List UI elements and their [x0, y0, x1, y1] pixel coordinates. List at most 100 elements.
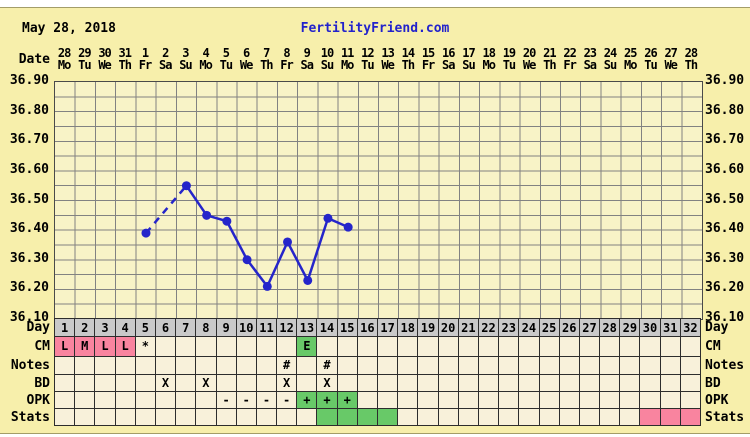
bd-cell[interactable] — [640, 375, 660, 391]
notes-cell[interactable] — [479, 357, 499, 374]
opk-cell[interactable] — [519, 392, 539, 408]
day-cell[interactable]: 4 — [116, 319, 136, 336]
bd-cell[interactable] — [479, 375, 499, 391]
day-cell[interactable]: 23 — [499, 319, 519, 336]
bd-cell[interactable]: X — [156, 375, 176, 391]
notes-cell[interactable] — [297, 357, 317, 374]
stats-cell[interactable] — [176, 409, 196, 425]
stats-cell[interactable] — [560, 409, 580, 425]
opk-cell[interactable] — [439, 392, 459, 408]
day-cell[interactable]: 1 — [55, 319, 75, 336]
notes-cell[interactable] — [378, 357, 398, 374]
notes-cell[interactable] — [519, 357, 539, 374]
notes-cell[interactable]: # — [277, 357, 297, 374]
stats-cell[interactable] — [317, 409, 337, 425]
bd-cell[interactable] — [136, 375, 156, 391]
opk-cell[interactable] — [156, 392, 176, 408]
day-cell[interactable]: 32 — [681, 319, 700, 336]
opk-cell[interactable]: + — [338, 392, 358, 408]
cm-cell[interactable] — [479, 337, 499, 356]
notes-cell[interactable] — [237, 357, 257, 374]
bd-cell[interactable]: X — [317, 375, 337, 391]
day-cell[interactable]: 27 — [580, 319, 600, 336]
stats-cell[interactable] — [661, 409, 681, 425]
bd-cell[interactable] — [418, 375, 438, 391]
stats-cell[interactable] — [217, 409, 237, 425]
notes-cell[interactable] — [418, 357, 438, 374]
opk-cell[interactable]: + — [297, 392, 317, 408]
bd-cell[interactable] — [75, 375, 95, 391]
opk-cell[interactable]: - — [277, 392, 297, 408]
temp-point[interactable] — [182, 181, 191, 190]
opk-cell[interactable] — [459, 392, 479, 408]
cm-cell[interactable] — [317, 337, 337, 356]
day-cell[interactable]: 17 — [378, 319, 398, 336]
bd-cell[interactable] — [116, 375, 136, 391]
bd-cell[interactable] — [439, 375, 459, 391]
stats-cell[interactable] — [378, 409, 398, 425]
cm-cell[interactable] — [398, 337, 418, 356]
cm-cell[interactable] — [640, 337, 660, 356]
cm-cell[interactable] — [600, 337, 620, 356]
stats-cell[interactable] — [156, 409, 176, 425]
stats-cell[interactable] — [620, 409, 640, 425]
stats-cell[interactable] — [418, 409, 438, 425]
cm-cell[interactable] — [338, 337, 358, 356]
bd-cell[interactable] — [338, 375, 358, 391]
notes-cell[interactable] — [681, 357, 700, 374]
cm-cell[interactable]: L — [95, 337, 115, 356]
day-cell[interactable]: 6 — [156, 319, 176, 336]
notes-cell[interactable] — [600, 357, 620, 374]
cm-cell[interactable] — [439, 337, 459, 356]
day-cell[interactable]: 29 — [620, 319, 640, 336]
stats-cell[interactable] — [75, 409, 95, 425]
cm-cell[interactable] — [156, 337, 176, 356]
cm-cell[interactable] — [257, 337, 277, 356]
stats-cell[interactable] — [277, 409, 297, 425]
notes-cell[interactable] — [620, 357, 640, 374]
stats-cell[interactable] — [338, 409, 358, 425]
bd-cell[interactable] — [55, 375, 75, 391]
opk-cell[interactable] — [55, 392, 75, 408]
day-cell[interactable]: 11 — [257, 319, 277, 336]
bd-cell[interactable] — [519, 375, 539, 391]
day-cell[interactable]: 30 — [640, 319, 660, 336]
day-cell[interactable]: 14 — [317, 319, 337, 336]
opk-cell[interactable] — [196, 392, 216, 408]
opk-cell[interactable]: - — [217, 392, 237, 408]
cm-cell[interactable] — [560, 337, 580, 356]
site-link[interactable]: FertilityFriend.com — [0, 21, 750, 36]
temp-point[interactable] — [344, 223, 353, 232]
opk-cell[interactable] — [600, 392, 620, 408]
bd-cell[interactable] — [600, 375, 620, 391]
opk-cell[interactable] — [398, 392, 418, 408]
bd-cell[interactable] — [358, 375, 378, 391]
day-cell[interactable]: 2 — [75, 319, 95, 336]
notes-cell[interactable] — [176, 357, 196, 374]
day-cell[interactable]: 19 — [418, 319, 438, 336]
day-cell[interactable]: 10 — [237, 319, 257, 336]
day-cell[interactable]: 8 — [196, 319, 216, 336]
stats-cell[interactable] — [681, 409, 700, 425]
cm-cell[interactable] — [217, 337, 237, 356]
opk-cell[interactable] — [116, 392, 136, 408]
temp-point[interactable] — [323, 214, 332, 223]
opk-cell[interactable] — [176, 392, 196, 408]
day-cell[interactable]: 24 — [519, 319, 539, 336]
bd-cell[interactable] — [176, 375, 196, 391]
stats-cell[interactable] — [257, 409, 277, 425]
cm-cell[interactable] — [378, 337, 398, 356]
cm-cell[interactable] — [519, 337, 539, 356]
cm-cell[interactable]: L — [116, 337, 136, 356]
cm-cell[interactable] — [237, 337, 257, 356]
cm-cell[interactable]: L — [55, 337, 75, 356]
stats-cell[interactable] — [519, 409, 539, 425]
temp-point[interactable] — [141, 229, 150, 238]
day-cell[interactable]: 21 — [459, 319, 479, 336]
notes-cell[interactable] — [136, 357, 156, 374]
day-cell[interactable]: 20 — [439, 319, 459, 336]
notes-cell[interactable] — [560, 357, 580, 374]
opk-cell[interactable]: + — [317, 392, 337, 408]
notes-cell[interactable] — [540, 357, 560, 374]
notes-cell[interactable] — [95, 357, 115, 374]
